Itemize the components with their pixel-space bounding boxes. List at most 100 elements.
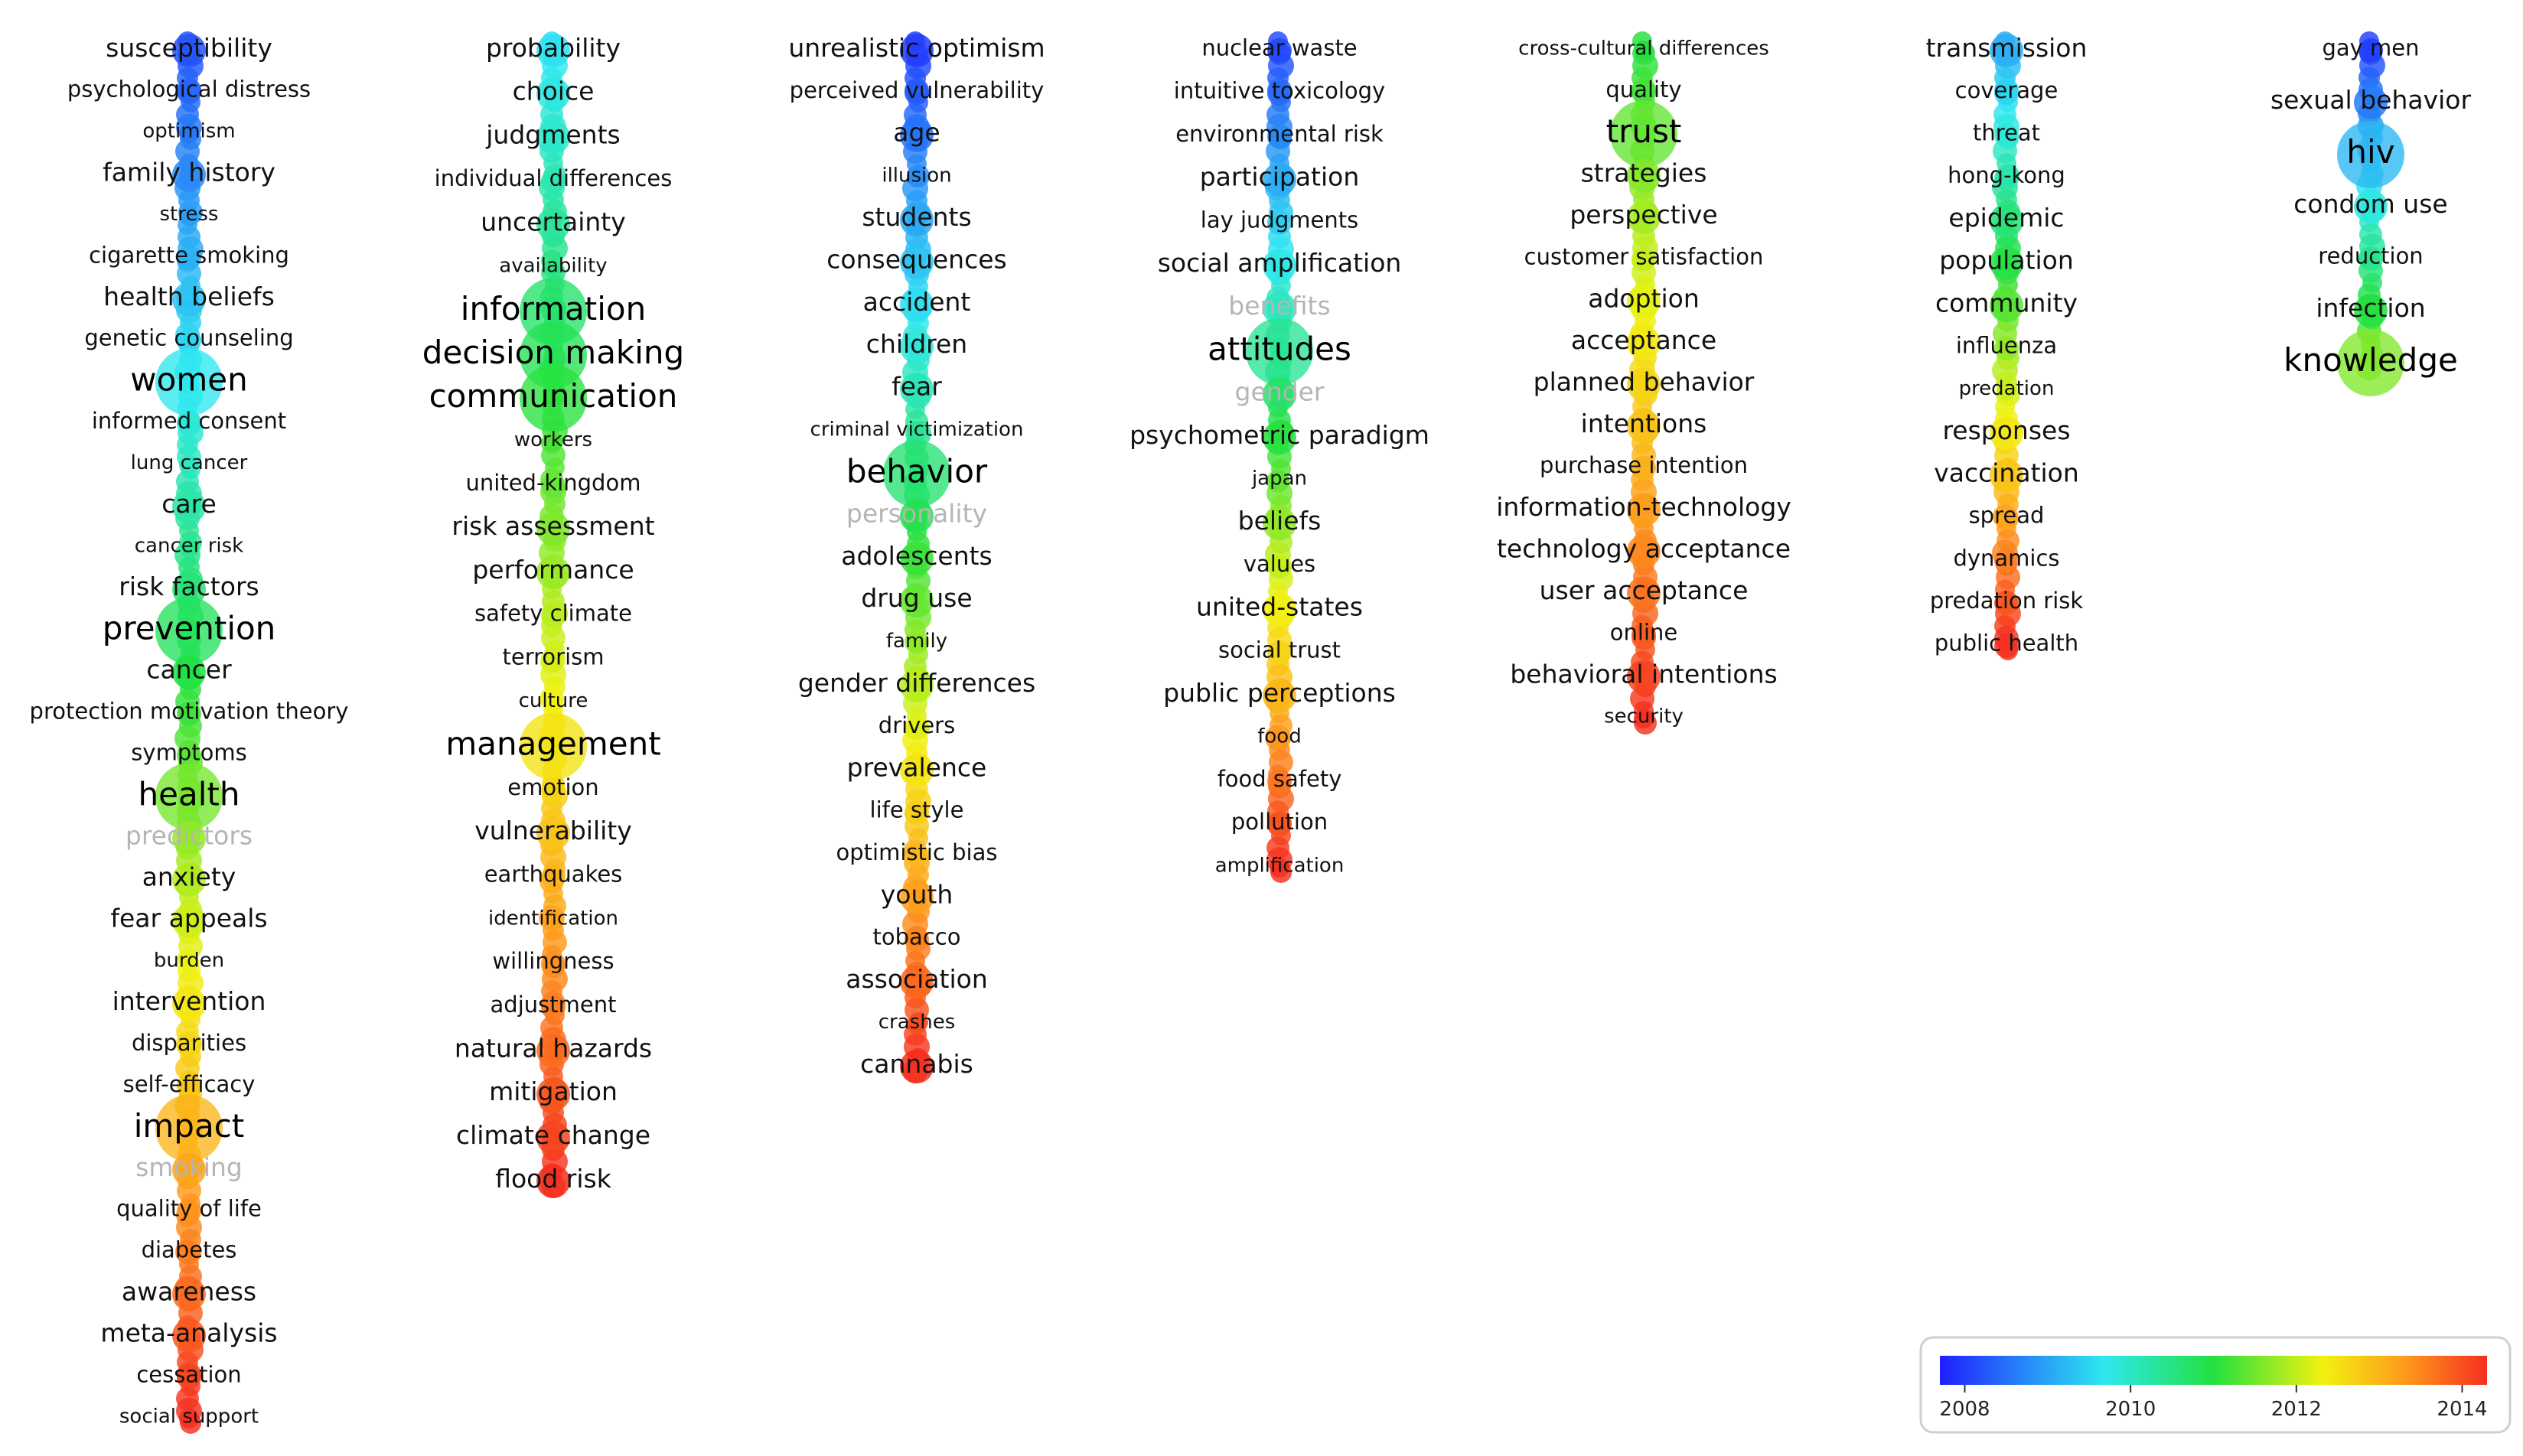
keyword-label[interactable]: communication xyxy=(429,377,678,415)
keyword-label[interactable]: perspective xyxy=(1570,200,1717,230)
keyword-label[interactable]: behavioral intentions xyxy=(1510,659,1777,689)
keyword-label[interactable]: infection xyxy=(2316,293,2425,323)
keyword-label[interactable]: emotion xyxy=(507,774,598,800)
keyword-label[interactable]: spread xyxy=(1969,503,2045,529)
keyword-label[interactable]: meta-analysis xyxy=(100,1318,277,1348)
keyword-label[interactable]: food xyxy=(1257,725,1301,748)
keyword-label[interactable]: gender differences xyxy=(798,668,1035,698)
keyword-label[interactable]: united-kingdom xyxy=(466,470,641,496)
keyword-label[interactable]: strategies xyxy=(1581,158,1707,188)
keyword-label[interactable]: quality xyxy=(1605,77,1681,103)
keyword-label[interactable]: lay judgments xyxy=(1201,207,1358,233)
keyword-label[interactable]: stress xyxy=(160,203,219,226)
keyword-label[interactable]: gay men xyxy=(2322,34,2419,60)
keyword-label[interactable]: japan xyxy=(1251,467,1307,490)
keyword-label[interactable]: age xyxy=(893,118,940,148)
keyword-label[interactable]: fear xyxy=(892,372,942,402)
keyword-label[interactable]: benefits xyxy=(1228,291,1330,321)
keyword-label[interactable]: drug use xyxy=(861,583,972,613)
keyword-label[interactable]: customer satisfaction xyxy=(1524,243,1764,269)
keyword-label[interactable]: culture xyxy=(519,689,588,712)
keyword-label[interactable]: predation risk xyxy=(1930,588,2084,614)
keyword-label[interactable]: climate change xyxy=(456,1120,650,1150)
keyword-label[interactable]: family history xyxy=(103,157,275,187)
keyword-label[interactable]: optimism xyxy=(142,120,235,143)
keyword-label[interactable]: epidemic xyxy=(1948,203,2064,233)
keyword-label[interactable]: individual differences xyxy=(435,165,673,191)
keyword-label[interactable]: uncertainty xyxy=(481,207,626,236)
keyword-label[interactable]: prevention xyxy=(103,610,276,647)
keyword-label[interactable]: self-efficacy xyxy=(123,1071,256,1097)
keyword-label[interactable]: hong-kong xyxy=(1948,162,2065,188)
keyword-label[interactable]: health beliefs xyxy=(103,282,275,311)
keyword-label[interactable]: united-states xyxy=(1196,592,1363,622)
keyword-label[interactable]: intentions xyxy=(1581,409,1707,438)
keyword-label[interactable]: natural hazards xyxy=(455,1033,652,1063)
keyword-label[interactable]: attitudes xyxy=(1208,331,1351,368)
keyword-label[interactable]: psychometric paradigm xyxy=(1129,420,1429,450)
keyword-label[interactable]: management xyxy=(445,725,660,763)
keyword-label[interactable]: prevalence xyxy=(847,753,987,783)
keyword-label[interactable]: public health xyxy=(1935,630,2078,656)
keyword-label[interactable]: probability xyxy=(486,33,621,63)
keyword-label[interactable]: vaccination xyxy=(1934,458,2079,488)
keyword-label[interactable]: food safety xyxy=(1217,766,1342,792)
keyword-label[interactable]: personality xyxy=(846,499,987,529)
keyword-label[interactable]: adolescents xyxy=(841,541,993,571)
keyword-label[interactable]: earthquakes xyxy=(484,862,623,888)
keyword-label[interactable]: sexual behavior xyxy=(2270,85,2472,115)
keyword-label[interactable]: nuclear waste xyxy=(1201,34,1357,60)
keyword-label[interactable]: flood risk xyxy=(495,1164,612,1194)
keyword-label[interactable]: perceived vulnerability xyxy=(790,77,1045,103)
keyword-label[interactable]: availability xyxy=(499,255,607,278)
keyword-label[interactable]: protection motivation theory xyxy=(30,698,349,724)
keyword-label[interactable]: information-technology xyxy=(1496,492,1791,522)
keyword-label[interactable]: environmental risk xyxy=(1175,121,1384,147)
keyword-label[interactable]: knowledge xyxy=(2283,341,2458,379)
keyword-label[interactable]: community xyxy=(1935,288,2078,318)
keyword-label[interactable]: transmission xyxy=(1926,33,2088,63)
keyword-label[interactable]: values xyxy=(1244,551,1315,577)
keyword-label[interactable]: condom use xyxy=(2293,189,2447,219)
keyword-label[interactable]: pollution xyxy=(1231,809,1328,835)
keyword-label[interactable]: adjustment xyxy=(491,992,617,1018)
keyword-label[interactable]: amplification xyxy=(1215,854,1345,877)
keyword-label[interactable]: adoption xyxy=(1588,283,1700,313)
keyword-label[interactable]: smoking xyxy=(135,1152,243,1182)
keyword-label[interactable]: cancer risk xyxy=(135,535,243,558)
keyword-label[interactable]: predation xyxy=(1959,377,2055,400)
keyword-label[interactable]: cancer xyxy=(146,655,232,685)
keyword-label[interactable]: tobacco xyxy=(873,923,961,949)
keyword-label[interactable]: cannabis xyxy=(860,1049,973,1079)
keyword-label[interactable]: fear appeals xyxy=(110,904,267,933)
keyword-label[interactable]: quality of life xyxy=(116,1196,262,1222)
keyword-label[interactable]: susceptibility xyxy=(106,33,272,63)
keyword-label[interactable]: intervention xyxy=(112,986,266,1016)
keyword-label[interactable]: crashes xyxy=(878,1011,955,1034)
keyword-label[interactable]: unrealistic optimism xyxy=(788,33,1045,63)
keyword-label[interactable]: illusion xyxy=(882,164,951,187)
keyword-label[interactable]: trust xyxy=(1606,112,1682,150)
keyword-label[interactable]: population xyxy=(1939,246,2074,275)
keyword-label[interactable]: health xyxy=(139,775,240,813)
keyword-label[interactable]: influenza xyxy=(1956,332,2057,358)
keyword-label[interactable]: dynamics xyxy=(1953,545,2059,571)
keyword-label[interactable]: vulnerability xyxy=(474,816,632,845)
keyword-label[interactable]: security xyxy=(1604,705,1684,728)
keyword-label[interactable]: performance xyxy=(472,555,634,585)
keyword-label[interactable]: choice xyxy=(513,77,595,106)
keyword-label[interactable]: anxiety xyxy=(142,862,236,892)
keyword-label[interactable]: willingness xyxy=(492,948,614,974)
keyword-label[interactable]: cessation xyxy=(136,1361,241,1387)
keyword-label[interactable]: identification xyxy=(488,907,618,930)
keyword-label[interactable]: students xyxy=(862,202,971,232)
keyword-label[interactable]: social trust xyxy=(1218,637,1341,663)
keyword-label[interactable]: behavior xyxy=(846,452,988,490)
keyword-label[interactable]: threat xyxy=(1973,120,2040,146)
keyword-label[interactable]: acceptance xyxy=(1571,325,1716,355)
keyword-label[interactable]: technology acceptance xyxy=(1497,534,1791,564)
keyword-label[interactable]: genetic counseling xyxy=(84,325,293,351)
keyword-label[interactable]: online xyxy=(1610,619,1677,645)
keyword-label[interactable]: symptoms xyxy=(131,740,246,766)
keyword-label[interactable]: safety climate xyxy=(474,600,632,626)
